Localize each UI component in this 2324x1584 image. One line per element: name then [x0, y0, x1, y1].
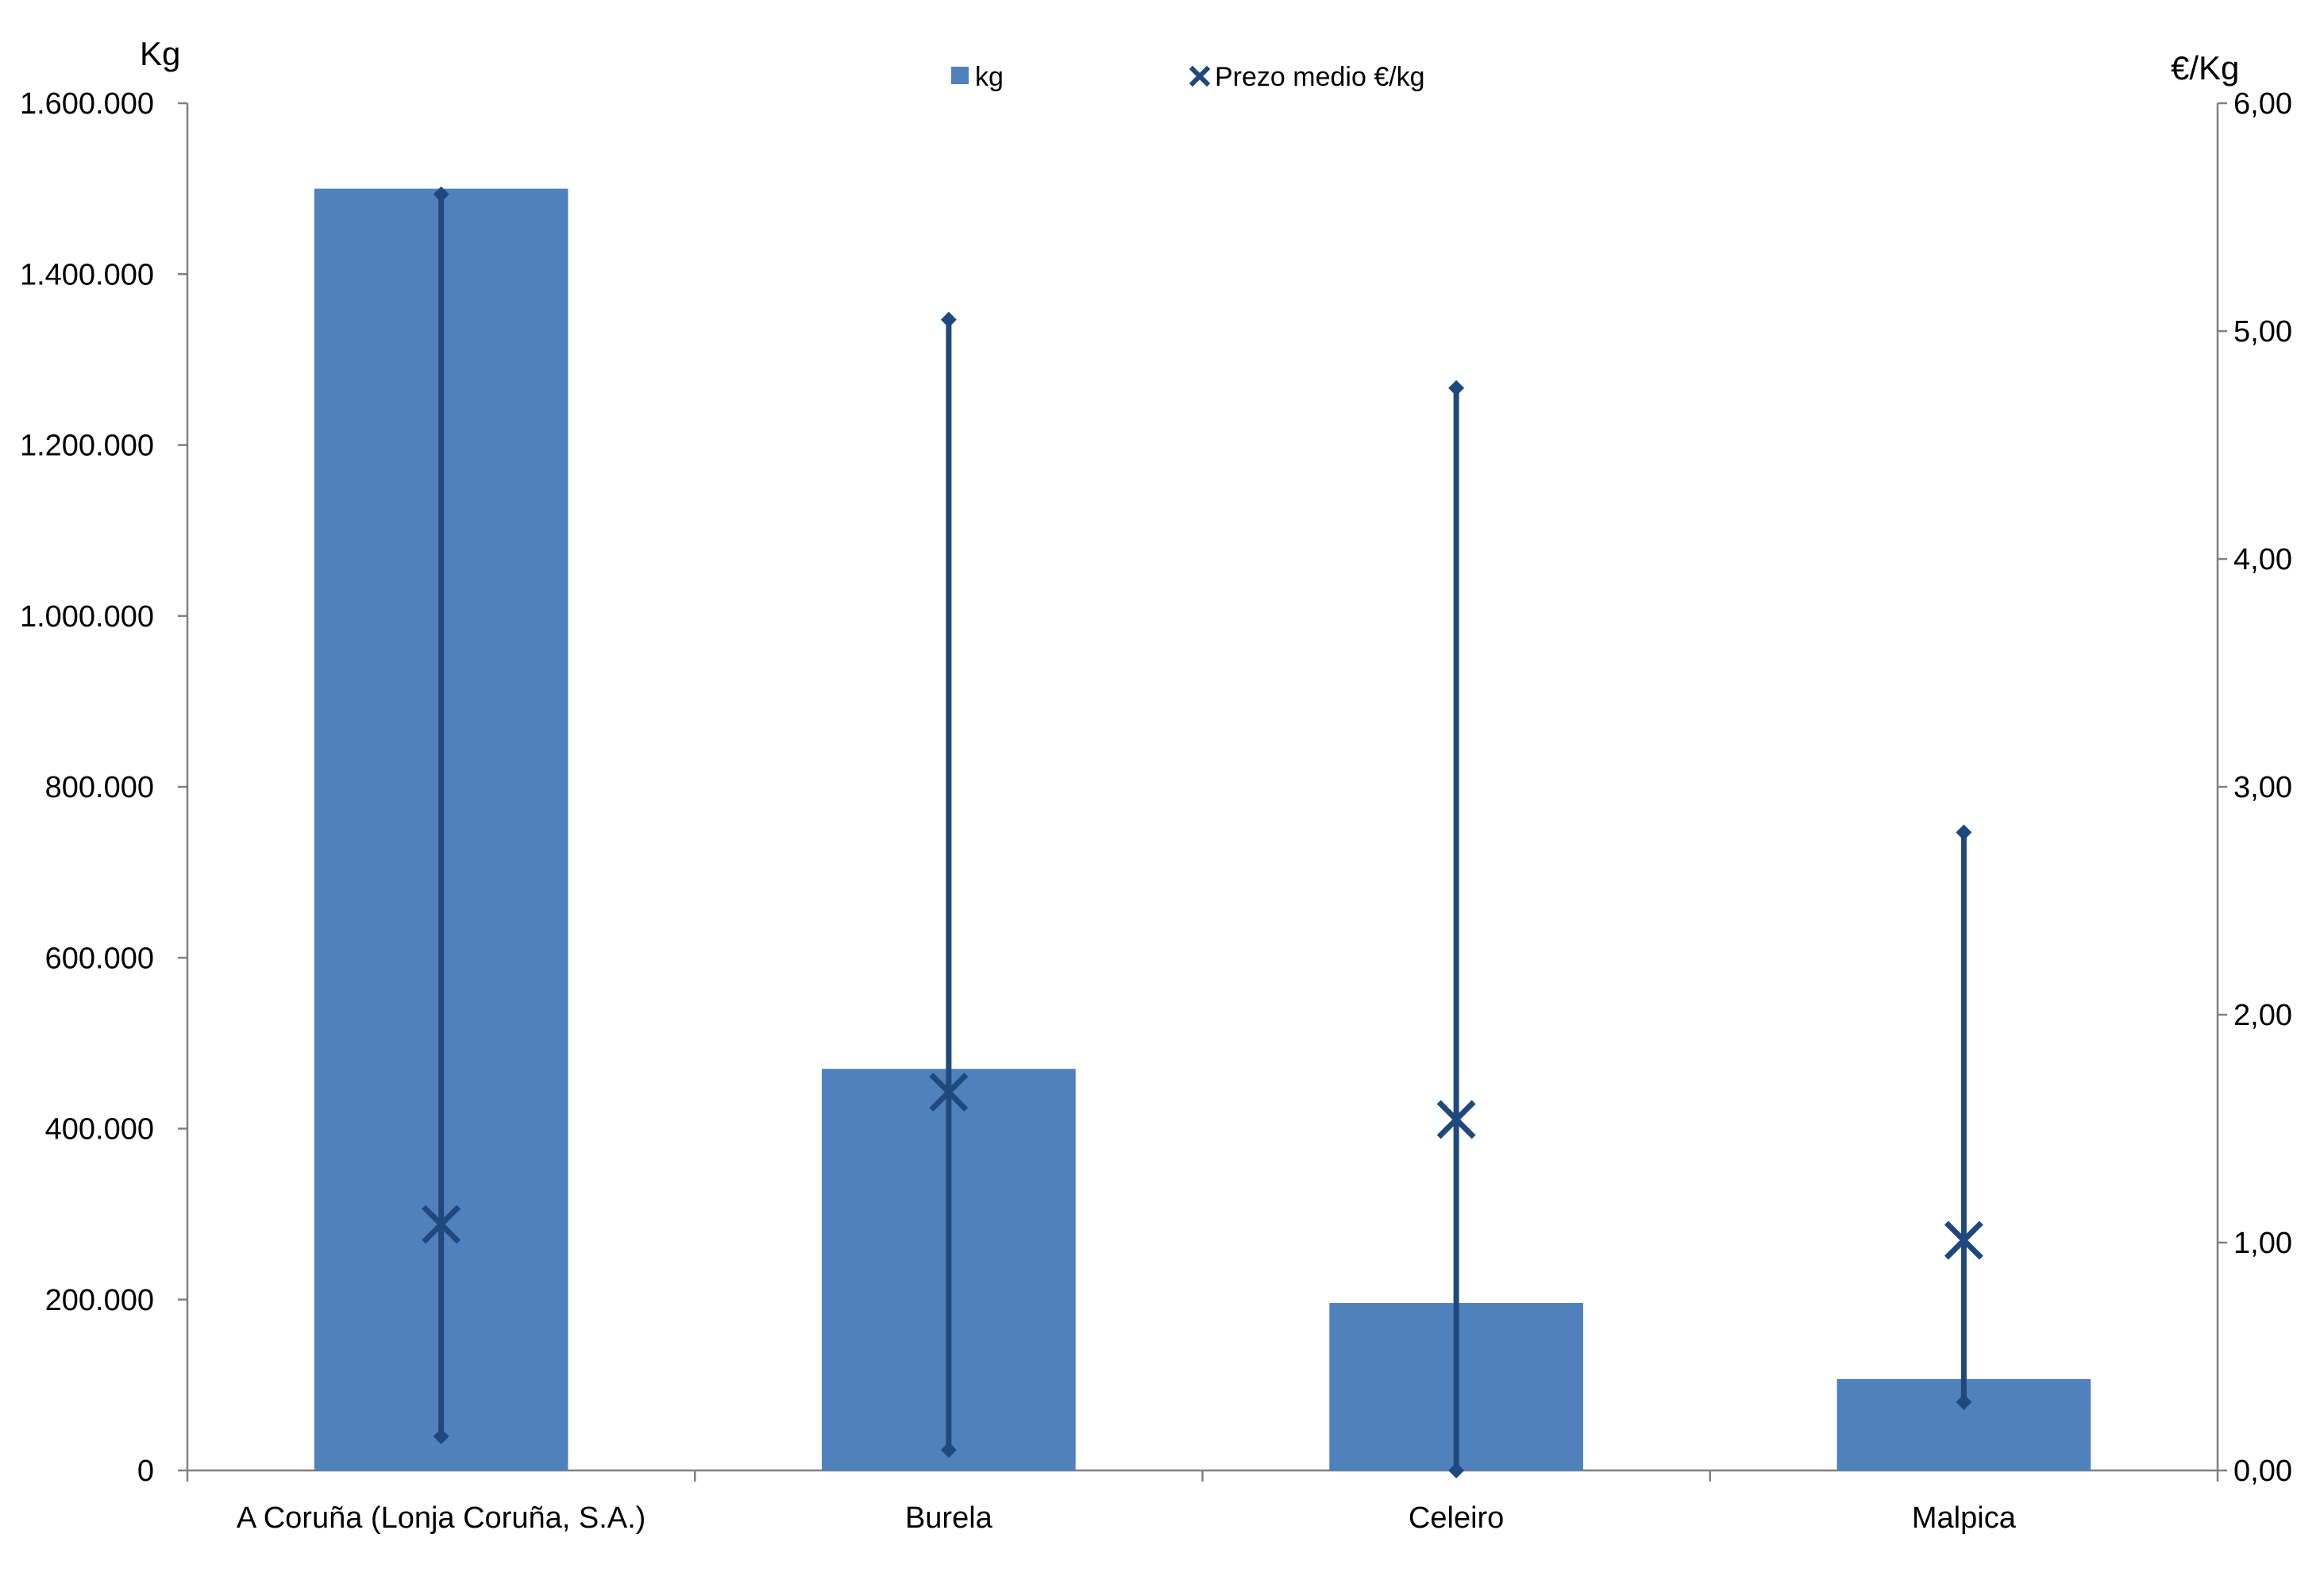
category-label: Celeiro: [1409, 1501, 1504, 1535]
price-range: [1436, 380, 1476, 1478]
right-axis-ticks: 0,00 1,00 2,00 3,00 4,00 5,00 6,00: [2218, 87, 2292, 1488]
price-min-marker: [940, 1442, 957, 1459]
legend: kg Prezo medio €/kg: [951, 62, 1425, 92]
bar-series: [314, 188, 2091, 1470]
left-tick-label: 200.000: [45, 1284, 154, 1317]
left-tick-label: 400.000: [45, 1113, 154, 1147]
legend-label-kg: kg: [975, 62, 1004, 92]
price-range-series: [422, 186, 1983, 1478]
category-labels: A Coruña (Lonja Coruña, S.A.) Burela Celei…: [237, 1501, 2017, 1535]
category-label: A Coruña (Lonja Coruña, S.A.): [237, 1501, 646, 1535]
price-min-marker: [1448, 1463, 1465, 1478]
left-tick-label: 1.200.000: [20, 430, 154, 463]
right-tick-label: 2,00: [2233, 999, 2292, 1032]
right-tick-label: 4,00: [2233, 543, 2292, 576]
price-max-marker: [433, 186, 449, 202]
price-avg-marker: [1436, 1100, 1476, 1139]
right-tick-label: 6,00: [2233, 87, 2292, 121]
category-label: Malpica: [1912, 1501, 2017, 1535]
left-tick-label: 800.000: [45, 771, 154, 804]
price-avg-marker: [1944, 1220, 1983, 1260]
price-max-marker: [1448, 380, 1465, 396]
legend-swatch-kg: [951, 67, 969, 84]
right-tick-label: 5,00: [2233, 315, 2292, 349]
price-avg-marker: [422, 1204, 461, 1244]
right-tick-label: 1,00: [2233, 1227, 2292, 1260]
price-range: [929, 311, 969, 1459]
legend-marker-x-icon: [1189, 65, 1211, 87]
price-avg-marker: [929, 1073, 969, 1112]
left-tick-label: 600.000: [45, 942, 154, 975]
price-range: [422, 186, 461, 1444]
right-tick-label: 3,00: [2233, 771, 2292, 804]
left-axis-ticks: 0 200.000 400.000 600.000 800.000 1.000.000 1.…: [20, 87, 187, 1488]
category-label: Burela: [905, 1501, 993, 1535]
price-min-marker: [433, 1428, 449, 1444]
legend-label-price: Prezo medio €/kg: [1215, 62, 1425, 92]
price-max-marker: [940, 311, 957, 328]
left-tick-label: 1.400.000: [20, 258, 154, 291]
left-tick-label: 1.600.000: [20, 87, 154, 121]
price-max-marker: [1956, 824, 1972, 841]
x-axis-ticks: [186, 1470, 2219, 1482]
right-axis-title: €/Kg: [2171, 49, 2239, 87]
price-min-marker: [1956, 1393, 1972, 1410]
left-tick-label: 1.000.000: [20, 600, 154, 634]
left-tick-label: 0: [137, 1455, 154, 1488]
price-range: [1944, 824, 1983, 1410]
left-axis-title: Kg: [140, 35, 180, 72]
right-tick-label: 0,00: [2233, 1455, 2292, 1488]
